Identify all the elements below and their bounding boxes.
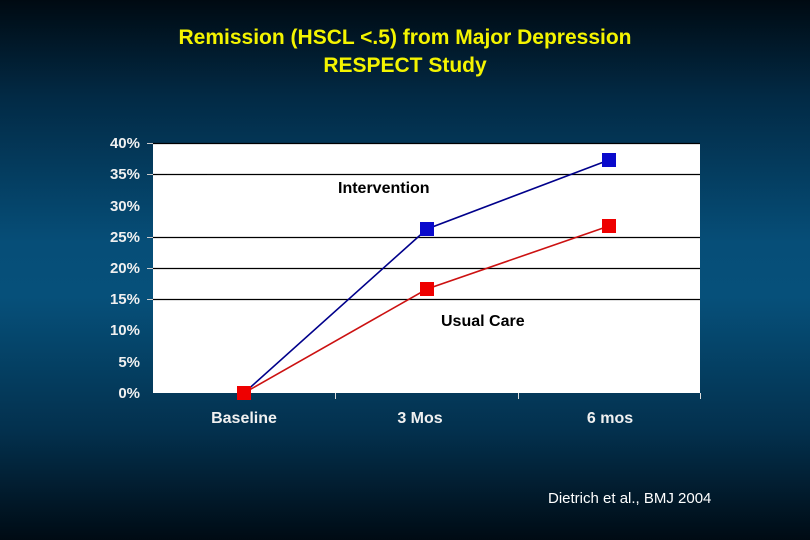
usual-care-label: Usual Care [441,313,525,330]
y-tick-label: 15% [109,291,140,308]
y-tick-label: 0% [118,385,140,402]
x-tick-label: Baseline [211,410,277,427]
x-tick-label: 3 Mos [397,410,443,427]
gridlines [153,142,700,301]
citation: Dietrich et al., BMJ 2004 [548,490,712,507]
y-tick-label: 5% [118,354,140,371]
intervention-markers [420,153,616,236]
y-tick-label: 30% [109,198,140,215]
y-tick-label: 35% [109,166,140,183]
chart-title-line2: RESPECT Study [323,54,487,77]
y-tick-label: 40% [109,135,140,152]
y-tick-marks [147,143,153,300]
y-tick-label: 20% [109,260,140,277]
chart-title-line1: Remission (HSCL <.5) from Major Depressi… [178,26,632,49]
usual-care-markers [237,219,616,400]
x-tick-marks [335,393,701,399]
y-tick-label: 25% [109,229,140,246]
y-tick-label: 10% [109,322,140,339]
chart-title: Remission (HSCL <.5) from Major Depressi… [0,24,810,80]
x-tick-label: 6 mos [586,410,634,427]
intervention-label: Intervention [338,180,430,197]
